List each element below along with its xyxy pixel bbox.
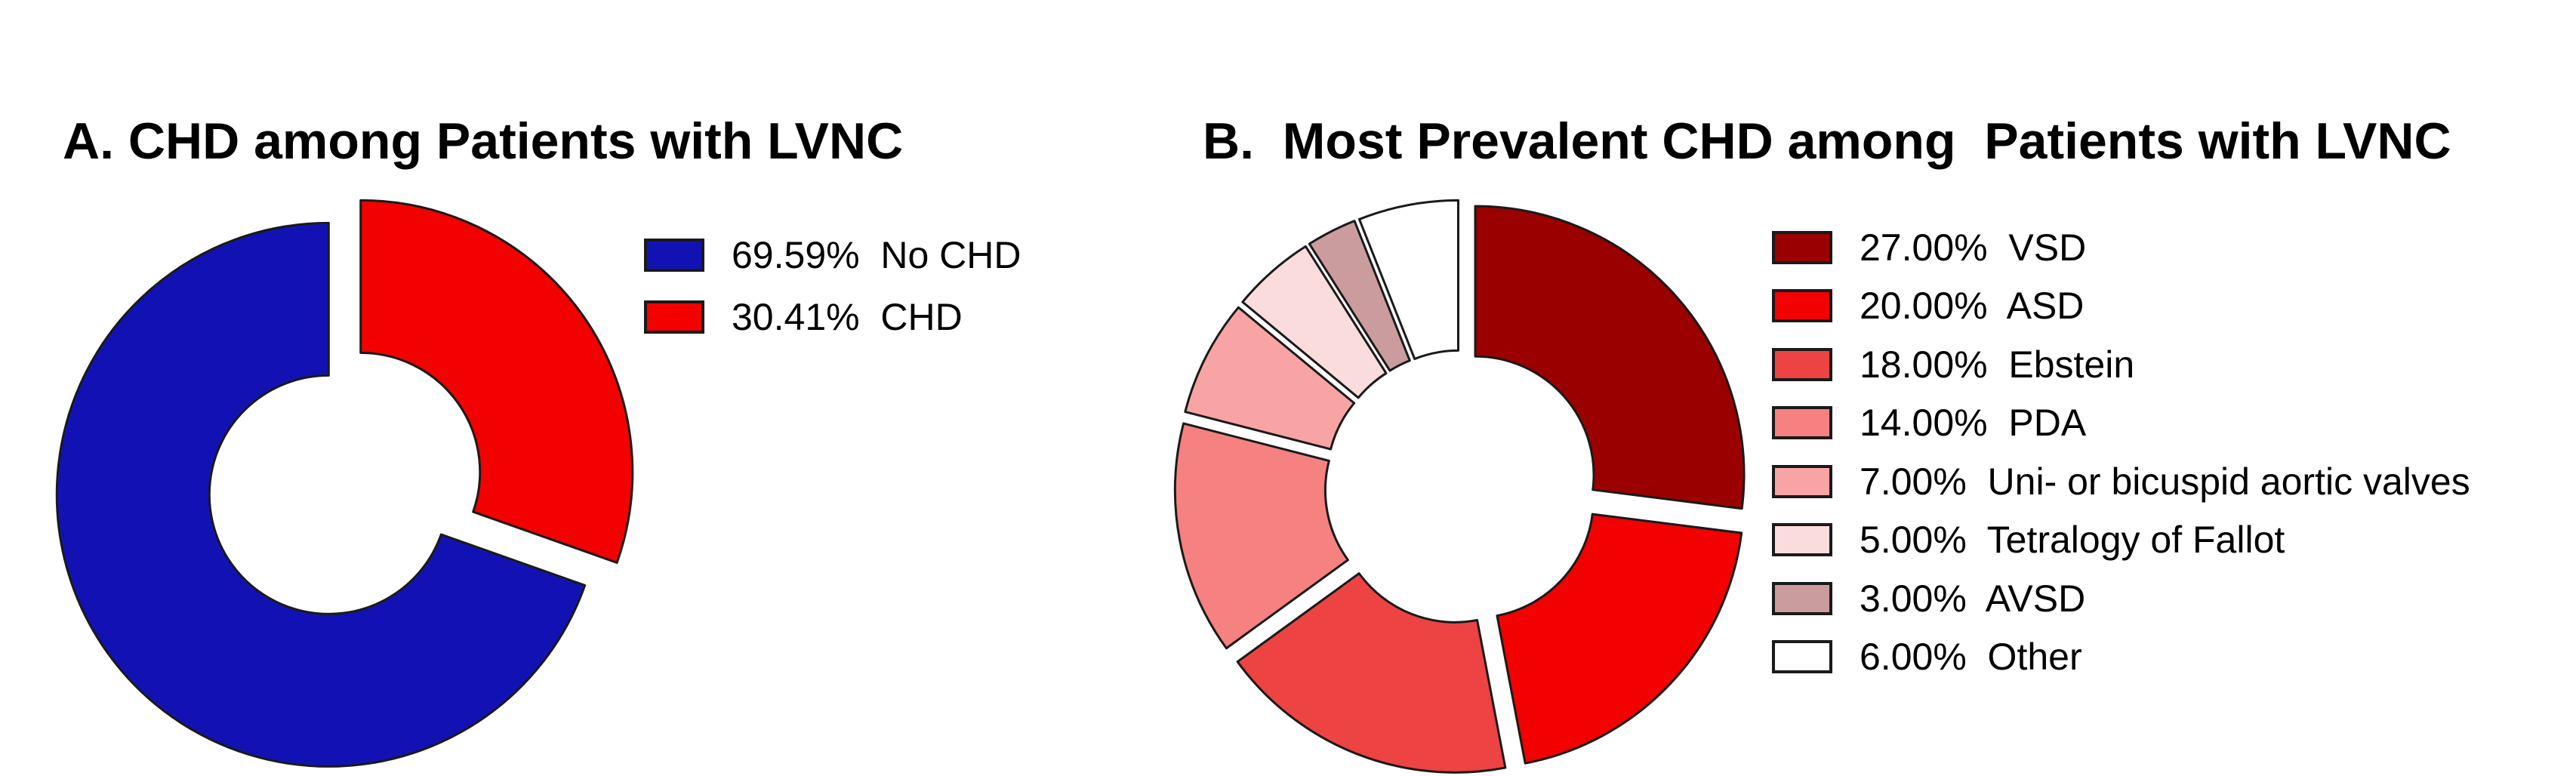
- slice-b-ebstein: [1236, 572, 1507, 774]
- slice-b-tetralogy-of-fallot: [1241, 245, 1388, 399]
- legend-swatch-other: [1772, 640, 1832, 674]
- chart-b-title: B. Most Prevalent CHD among Patients wit…: [1203, 112, 2451, 170]
- legend-row-pda: 14.00% PDA: [1772, 394, 2470, 453]
- legend-swatch-no-chd: [644, 239, 704, 272]
- slice-a-chd: [359, 199, 634, 564]
- legend-row-other: 6.00% Other: [1772, 628, 2470, 687]
- legend-row-asd: 20.00% ASD: [1772, 277, 2470, 336]
- legend-label-ebstein: 18.00% Ebstein: [1860, 343, 2135, 386]
- slice-b-asd: [1496, 513, 1743, 765]
- legend-label-asd: 20.00% ASD: [1860, 285, 2085, 328]
- legend-swatch-vsd: [1772, 230, 1832, 264]
- legend-row-tetralogy-of-fallot: 5.00% Tetralogy of Fallot: [1772, 511, 2470, 570]
- legend-label-chd: 30.41% CHD: [732, 296, 963, 338]
- legend-row-no-chd: 69.59% No CHD: [644, 224, 1021, 286]
- legend-label-vsd: 27.00% VSD: [1860, 226, 2087, 269]
- legend-swatch-ebstein: [1772, 347, 1832, 381]
- legend-swatch-chd: [644, 300, 704, 334]
- legend-label-pda: 14.00% PDA: [1860, 402, 2087, 445]
- chart-a-title: A. CHD among Patients with LVNC: [63, 112, 904, 170]
- chart-a-legend: 69.59% No CHD 30.41% CHD: [644, 224, 1021, 348]
- slice-b-avsd: [1308, 220, 1411, 372]
- legend-swatch-asd: [1772, 289, 1832, 323]
- legend-label-uni-or-bicuspid-aortic-valves: 7.00% Uni- or bicuspid aortic valves: [1860, 460, 2470, 503]
- slice-b-vsd: [1474, 205, 1746, 510]
- legend-row-avsd: 3.00% AVSD: [1772, 569, 2470, 628]
- slice-a-no-chd: [55, 221, 587, 768]
- legend-label-other: 6.00% Other: [1860, 636, 2082, 679]
- slice-b-other: [1357, 199, 1459, 360]
- legend-row-ebstein: 18.00% Ebstein: [1772, 335, 2470, 394]
- legend-swatch-tetralogy-of-fallot: [1772, 523, 1832, 557]
- slice-b-uni-or-bicuspid-aortic-valves: [1184, 306, 1356, 451]
- legend-label-no-chd: 69.59% No CHD: [732, 234, 1021, 276]
- legend-row-vsd: 27.00% VSD: [1772, 218, 2470, 277]
- legend-label-tetralogy-of-fallot: 5.00% Tetralogy of Fallot: [1860, 519, 2285, 562]
- slice-b-pda: [1173, 422, 1349, 650]
- chart-b-legend: 27.00% VSD 20.00% ASD 18.00% Ebstein 14.00%…: [1772, 218, 2470, 686]
- legend-swatch-avsd: [1772, 581, 1832, 615]
- legend-row-uni-or-bicuspid-aortic-valves: 7.00% Uni- or bicuspid aortic valves: [1772, 452, 2470, 511]
- legend-swatch-uni-or-bicuspid-aortic-valves: [1772, 464, 1832, 498]
- legend-swatch-pda: [1772, 406, 1832, 440]
- legend-label-avsd: 3.00% AVSD: [1860, 577, 2086, 620]
- legend-row-chd: 30.41% CHD: [644, 286, 1021, 348]
